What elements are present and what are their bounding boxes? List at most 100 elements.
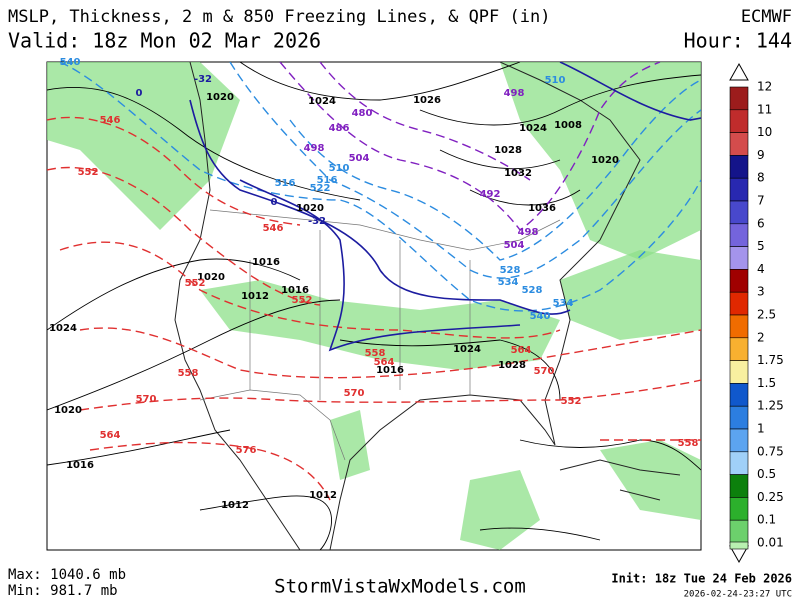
colorbar-segment <box>729 200 749 225</box>
colorbar-label: 9 <box>757 148 765 162</box>
map-label: 570 <box>534 366 555 377</box>
map-label: 1012 <box>241 291 269 302</box>
colorbar-segment <box>729 314 749 339</box>
map-label: 1016 <box>252 257 280 268</box>
map-label: 564 <box>100 430 121 441</box>
colorbar-segment <box>729 223 749 247</box>
map-label: 540 <box>60 57 81 68</box>
colorbar-segment <box>729 86 749 111</box>
map-label: 1016 <box>66 460 94 471</box>
map-label: 1024 <box>49 323 77 334</box>
colorbar-segments: 12 11 10 9 8 7 6 5 4 3 2.5 2 1.75 1.5 1.25 1 0.75 0.5 0.25… <box>729 80 784 550</box>
map-label: 0 <box>136 88 143 99</box>
colorbar-label: 0.01 <box>757 536 784 550</box>
map-label: 564 <box>511 345 532 356</box>
colorbar-segment <box>729 269 749 293</box>
colorbar-label: 11 <box>757 102 772 116</box>
map-label: 552 <box>78 167 99 178</box>
map-label: 1024 <box>519 123 547 134</box>
map-label: 516 <box>317 175 338 186</box>
map-label: 552 <box>185 278 206 289</box>
colorbar-segment <box>729 541 749 550</box>
colorbar-segment <box>729 337 749 361</box>
map-label: 0 <box>271 197 278 208</box>
map-label: 498 <box>304 143 325 154</box>
map-label: 552 <box>292 295 313 306</box>
map-label: 1012 <box>309 490 337 501</box>
colorbar-label: 0.75 <box>757 444 784 458</box>
colorbar-segment <box>729 383 749 407</box>
map-features <box>47 62 701 550</box>
map-label: 552 <box>561 396 582 407</box>
colorbar-label: 10 <box>757 125 772 139</box>
colorbar-label: 7 <box>757 194 765 208</box>
forecast-hour: Hour: 144 <box>684 29 792 53</box>
map-label: 510 <box>329 163 350 174</box>
title: MSLP, Thickness, 2 m & 850 Freezing Line… <box>8 7 550 27</box>
colorbar-label: 8 <box>757 171 765 185</box>
colorbar-segment <box>729 428 749 453</box>
colorbar-segment <box>729 519 749 544</box>
map-label: 570 <box>136 394 157 405</box>
map: 1020 1024 1026 1024 1028 1032 1036 1020 1016 1012… <box>46 57 702 551</box>
map-label: 522 <box>310 183 331 194</box>
map-label: 1020 <box>197 272 225 283</box>
map-label: 1024 <box>308 96 336 107</box>
map-label: 504 <box>349 153 370 164</box>
map-label: 576 <box>236 445 257 456</box>
map-label: 558 <box>678 438 699 449</box>
map-label: 1024 <box>453 344 481 355</box>
map-label: 558 <box>178 368 199 379</box>
colorbar-label: 2 <box>757 330 765 344</box>
map-label: 510 <box>545 75 566 86</box>
init-time: Init: 18z Tue 24 Feb 2026 <box>611 572 792 586</box>
map-label: 504 <box>504 240 525 251</box>
colorbar-segment <box>729 155 749 179</box>
colorbar: 12 11 10 9 8 7 6 5 4 3 2.5 2 1.75 1.5 1.25 1 0.75 0.5 0.25… <box>729 62 784 564</box>
map-label: 558 <box>365 348 386 359</box>
colorbar-label: 5 <box>757 239 765 253</box>
colorbar-label: 0.25 <box>757 490 784 504</box>
colorbar-label: 1.75 <box>757 353 784 367</box>
colorbar-label: 0.5 <box>757 467 776 481</box>
colorbar-label: 1.5 <box>757 376 776 390</box>
map-label: 498 <box>518 227 539 238</box>
colorbar-arrow-top <box>729 62 749 81</box>
map-label: 1016 <box>376 365 404 376</box>
map-label: 1008 <box>554 120 582 131</box>
map-label: 546 <box>263 223 284 234</box>
colorbar-label: 1 <box>757 422 765 436</box>
map-label: 528 <box>522 285 543 296</box>
colorbar-segment <box>729 497 749 521</box>
colorbar-segment <box>729 360 749 384</box>
colorbar-segment <box>729 177 749 202</box>
map-label: 570 <box>344 388 365 399</box>
site-name: StormVistaWxModels.com <box>274 576 526 598</box>
max-pressure: Max: 1040.6 mb <box>8 567 126 583</box>
map-label: 1020 <box>591 155 619 166</box>
map-label: 1028 <box>494 145 522 156</box>
map-label: 492 <box>480 189 501 200</box>
map-label: 564 <box>374 357 395 368</box>
map-label: 534 <box>553 298 574 309</box>
valid-time: Valid: 18z Mon 02 Mar 2026 <box>8 29 321 53</box>
map-label: 546 <box>100 115 121 126</box>
colorbar-label: 12 <box>757 80 772 94</box>
colorbar-segment <box>729 291 749 316</box>
colorbar-segment <box>729 405 749 430</box>
colorbar-segment <box>729 246 749 270</box>
colorbar-label: 2.5 <box>757 308 776 322</box>
colorbar-label: 3 <box>757 285 765 299</box>
map-label: 480 <box>352 108 373 119</box>
colorbar-segment <box>729 132 749 156</box>
map-label: 1012 <box>221 500 249 511</box>
map-label: 498 <box>504 88 525 99</box>
colorbar-label: 4 <box>757 262 765 276</box>
min-pressure: Min: 981.7 mb <box>8 583 118 599</box>
map-label: -32 <box>194 74 212 85</box>
map-label: 534 <box>498 277 519 288</box>
map-label: 1028 <box>498 360 526 371</box>
map-label: 1020 <box>296 203 324 214</box>
map-label: 1020 <box>54 405 82 416</box>
